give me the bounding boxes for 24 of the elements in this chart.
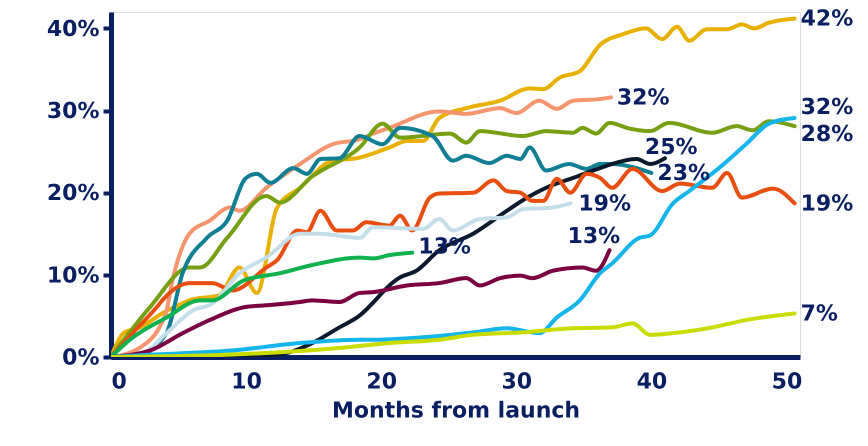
x-tick-label: 30	[501, 370, 532, 394]
annotation: 42%	[800, 6, 854, 32]
x-tick-label: 20	[366, 370, 398, 394]
x-tick-label: 10	[231, 370, 262, 394]
annotation: 19%	[800, 191, 854, 216]
x-tick-label: 0	[112, 370, 127, 394]
annotation: 28%	[800, 122, 854, 148]
annotation: 13%	[568, 224, 620, 250]
annotation: 25%	[644, 135, 698, 160]
y-tick-label: 20%	[46, 181, 100, 206]
x-axis-title: Months from launch	[332, 398, 580, 424]
y-tick-label: 40%	[46, 16, 100, 42]
annotation: 32%	[616, 85, 670, 110]
annotation: 7%	[800, 301, 838, 326]
line-series	[111, 311, 797, 357]
x-tick-label: 50	[772, 370, 802, 394]
annotation: 32%	[800, 94, 854, 120]
y-tick-label: 10%	[46, 263, 100, 288]
x-tick-label: 40	[636, 370, 668, 394]
y-tick-label: 0%	[62, 346, 100, 370]
annotation: 23%	[657, 161, 710, 186]
annotation: 19%	[578, 191, 632, 216]
line-series	[111, 250, 414, 357]
y-tick-label: 30%	[46, 99, 100, 124]
